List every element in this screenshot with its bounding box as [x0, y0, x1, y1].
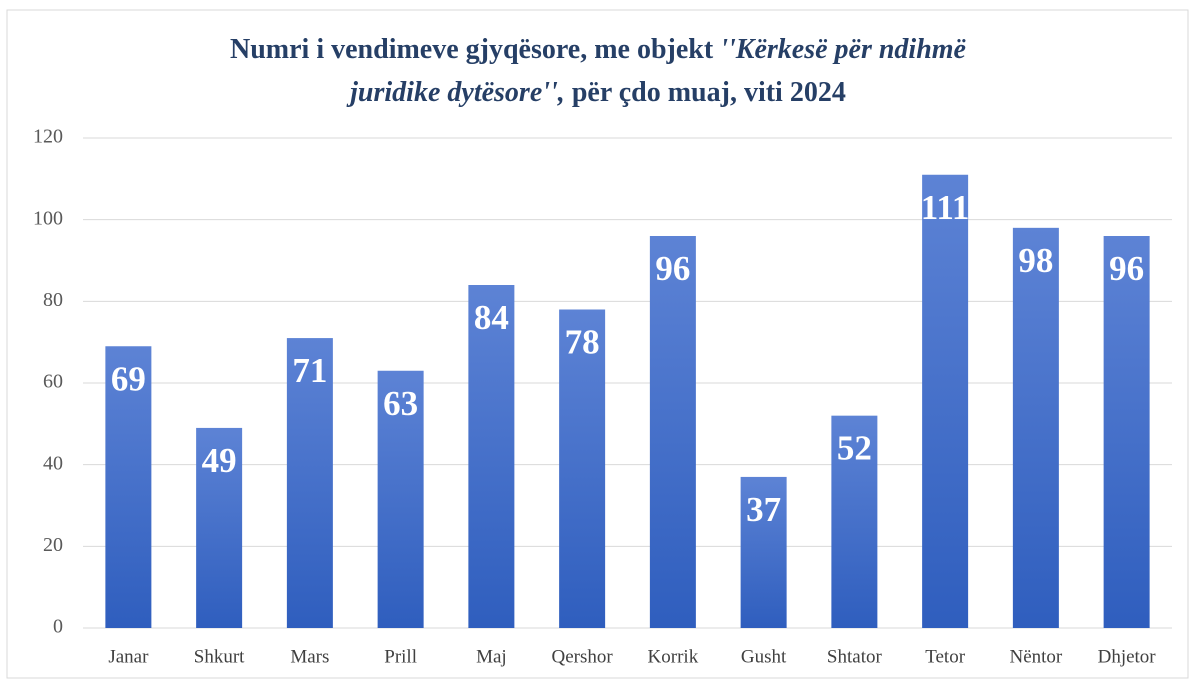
bar: [740, 476, 787, 628]
bar: [922, 174, 969, 628]
x-tick-label: Nëntor: [1009, 646, 1062, 667]
x-tick-label: Shkurt: [194, 646, 245, 667]
bar: [831, 415, 878, 628]
x-tick-label: Mars: [290, 646, 329, 667]
title-part: ''Kërkesë për ndihmë: [720, 34, 966, 65]
data-label: 63: [383, 384, 418, 423]
data-label: 96: [655, 249, 690, 288]
bar: [649, 236, 696, 628]
chart-title: Numri i vendimeve gjyqësore, me objekt '…: [230, 34, 966, 65]
title-part: juridike dytësore'',: [346, 77, 565, 108]
bar: [559, 309, 606, 628]
x-tick-label: Shtator: [827, 646, 883, 667]
bar: [377, 370, 424, 628]
data-label: 111: [921, 188, 970, 227]
y-tick-label: 20: [43, 534, 63, 556]
data-label: 84: [474, 298, 509, 337]
x-tick-label: Janar: [108, 646, 149, 667]
x-tick-label: Korrik: [648, 646, 699, 667]
data-label: 52: [837, 429, 872, 468]
data-label: 78: [565, 323, 600, 362]
x-tick-label: Qershor: [552, 646, 614, 667]
bar: [468, 285, 515, 628]
x-tick-label: Maj: [476, 646, 507, 667]
bar: [1103, 236, 1150, 628]
data-label: 69: [111, 359, 146, 398]
data-label: 96: [1109, 249, 1144, 288]
data-label: 71: [292, 351, 327, 390]
y-tick-label: 40: [43, 452, 63, 474]
x-tick-label: Tetor: [925, 646, 965, 667]
bar: [286, 338, 333, 628]
title-part: për çdo muaj, viti 2024: [565, 77, 846, 108]
x-tick-label: Prill: [384, 646, 417, 667]
bar: [105, 346, 152, 628]
title-part: Numri i vendimeve gjyqësore, me objekt: [230, 34, 720, 65]
bar: [1012, 227, 1059, 629]
y-tick-label: 80: [43, 289, 63, 311]
data-label: 98: [1018, 241, 1053, 280]
y-tick-label: 120: [33, 126, 63, 148]
x-tick-label: Gusht: [741, 646, 787, 667]
data-label: 49: [202, 441, 237, 480]
chart-title: juridike dytësore'', për çdo muaj, viti …: [346, 77, 846, 108]
y-tick-label: 100: [33, 207, 63, 229]
data-label: 37: [746, 490, 781, 529]
y-tick-label: 0: [53, 616, 63, 638]
bar: [196, 427, 243, 628]
x-tick-label: Dhjetor: [1098, 646, 1157, 667]
y-tick-label: 60: [43, 371, 63, 393]
